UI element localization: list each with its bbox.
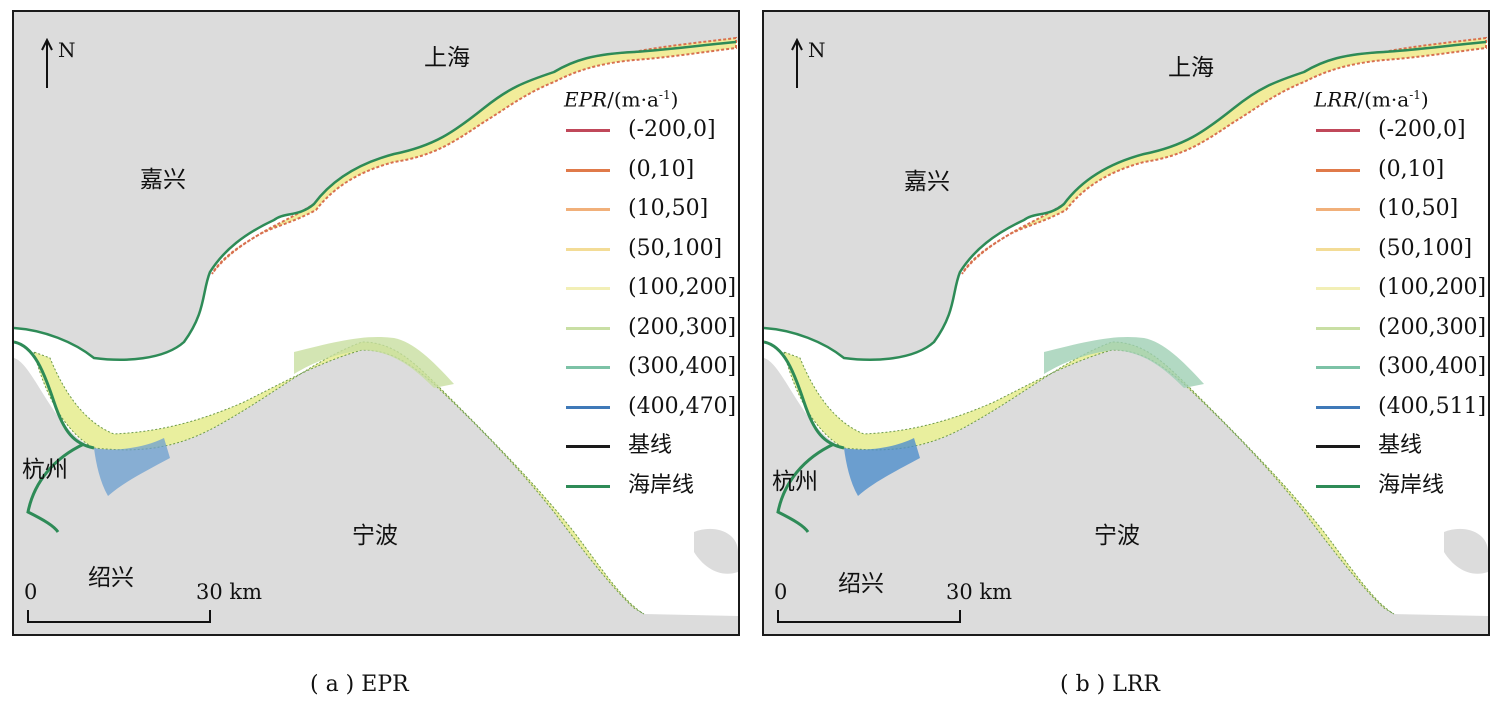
accretion-band-south <box>783 341 1395 615</box>
legend-swatch <box>566 287 610 290</box>
place-jiaxing: 嘉兴 <box>904 169 950 195</box>
legend-title: LRR/(m·a-1) <box>1314 87 1429 112</box>
legend: LRR/(m·a-1) (-200,0] (0,10] (10,50] (50,… <box>1310 80 1486 505</box>
map-panel-lrr: N 上海 嘉兴 杭州 宁波 绍兴 LRR/(m·a-1) (-200,0] (0… <box>762 10 1490 636</box>
scale-end: 30 km <box>946 580 1013 604</box>
north-arrow-icon <box>791 38 803 88</box>
north-arrow: N <box>40 38 80 98</box>
place-ningbo: 宁波 <box>352 523 398 549</box>
legend-item: (300,400] <box>560 347 736 387</box>
legend-swatch <box>1316 287 1360 290</box>
erosion-band-north <box>211 36 737 275</box>
legend-item: (400,470] <box>560 387 736 427</box>
accretion-band-south <box>33 341 645 615</box>
legend-item: (200,300] <box>560 308 736 348</box>
legend-swatch <box>566 208 610 211</box>
place-hangzhou: 杭州 <box>22 457 68 483</box>
legend-item: (100,200] <box>560 268 736 308</box>
land-north <box>14 12 738 360</box>
map-panel-epr: N 上海 嘉兴 杭州 宁波 绍兴 EPR/(m·a-1) (-200,0] (0… <box>12 10 740 636</box>
place-ningbo: 宁波 <box>1094 523 1140 549</box>
place-shanghai: 上海 <box>424 45 470 71</box>
place-hangzhou: 杭州 <box>772 469 818 495</box>
place-shaoxing: 绍兴 <box>838 571 884 597</box>
legend-swatch <box>1316 247 1360 251</box>
legend-item: 基线 <box>1310 426 1486 466</box>
coastline-hangzhou <box>764 340 845 533</box>
accretion-band-inner <box>1044 336 1204 388</box>
legend-item: (50,100] <box>1310 229 1486 269</box>
north-label: N <box>58 38 76 62</box>
place-shaoxing: 绍兴 <box>88 565 134 591</box>
scale-start: 0 <box>24 580 38 604</box>
caption-b: ( b ) LRR <box>1060 672 1160 697</box>
coastline-hangzhou <box>14 340 95 533</box>
legend-swatch <box>566 484 610 488</box>
place-jiaxing: 嘉兴 <box>140 167 186 193</box>
land-south <box>14 342 738 634</box>
legend-item: (50,100] <box>560 229 736 269</box>
legend-swatch <box>566 247 610 251</box>
legend-item: (-200,0] <box>560 110 736 150</box>
legend-list: (-200,0] (0,10] (10,50] (50,100] (100,20… <box>560 110 736 505</box>
legend-swatch <box>1316 445 1360 448</box>
legend-swatch <box>566 168 610 172</box>
legend-swatch <box>1316 129 1360 132</box>
legend-item: (10,50] <box>560 189 736 229</box>
legend-item: 基线 <box>560 426 736 466</box>
legend-item: (-200,0] <box>1310 110 1486 150</box>
erosion-band-north <box>961 36 1487 275</box>
legend-swatch <box>1316 168 1360 172</box>
legend-item: (0,10] <box>560 150 736 190</box>
north-label: N <box>808 38 826 62</box>
legend-item: (200,300] <box>1310 308 1486 348</box>
place-shanghai: 上海 <box>1168 55 1214 81</box>
legend-swatch <box>566 129 610 132</box>
high-accretion-zone <box>94 438 170 496</box>
legend-swatch <box>1316 405 1360 409</box>
legend-list: (-200,0] (0,10] (10,50] (50,100] (100,20… <box>1310 110 1486 505</box>
legend-swatch <box>566 326 610 330</box>
accretion-band-inner <box>294 336 454 388</box>
legend-item: (10,50] <box>1310 189 1486 229</box>
north-arrow: N <box>790 38 830 98</box>
estuary-map <box>14 12 738 634</box>
coastline-north <box>14 40 737 361</box>
land-islands <box>694 528 738 574</box>
scale-bar-line <box>27 610 211 623</box>
caption-a: ( a ) EPR <box>310 672 409 697</box>
scale-bar: 0 30 km <box>774 580 1014 630</box>
legend-swatch <box>1316 326 1360 330</box>
legend-item: (300,400] <box>1310 347 1486 387</box>
legend-item: 海岸线 <box>560 466 736 506</box>
land-north <box>764 12 1488 360</box>
legend-swatch <box>1316 208 1360 211</box>
legend: EPR/(m·a-1) (-200,0] (0,10] (10,50] (50,… <box>560 80 736 505</box>
land-islands <box>1444 528 1488 574</box>
high-accretion-zone <box>844 438 920 496</box>
legend-title: EPR/(m·a-1) <box>564 87 679 112</box>
scale-start: 0 <box>774 580 788 604</box>
estuary-map <box>764 12 1488 634</box>
scale-bar: 0 30 km <box>24 580 264 630</box>
legend-swatch <box>1316 484 1360 488</box>
legend-swatch <box>566 445 610 448</box>
legend-item: (400,511] <box>1310 387 1486 427</box>
legend-swatch <box>566 405 610 409</box>
legend-item: (0,10] <box>1310 150 1486 190</box>
legend-swatch <box>566 366 610 369</box>
scale-bar-line <box>777 610 961 623</box>
land-south <box>764 342 1488 634</box>
legend-item: 海岸线 <box>1310 466 1486 506</box>
coastline-north <box>764 40 1487 361</box>
north-arrow-icon <box>41 38 53 88</box>
legend-swatch <box>1316 366 1360 369</box>
scale-end: 30 km <box>196 580 263 604</box>
legend-item: (100,200] <box>1310 268 1486 308</box>
